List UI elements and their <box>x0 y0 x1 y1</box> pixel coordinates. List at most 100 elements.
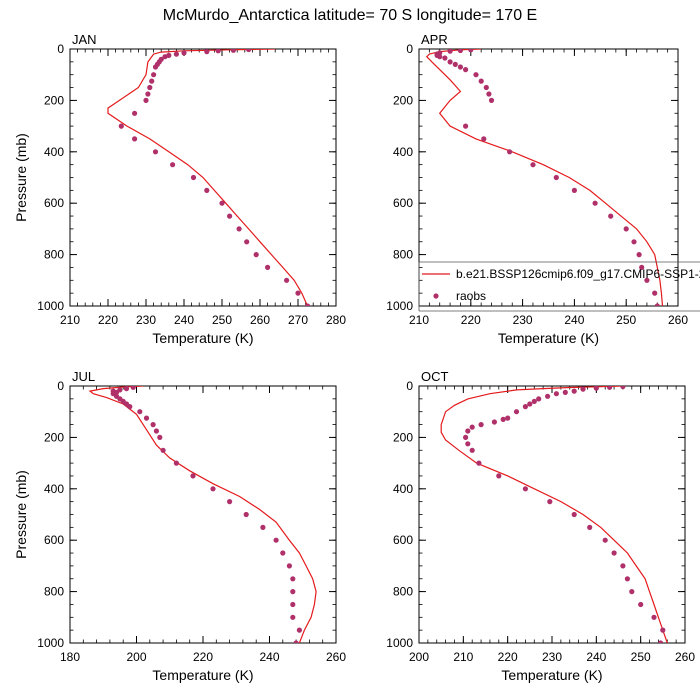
raobs-point <box>147 84 153 91</box>
plot-area <box>425 49 664 306</box>
figure-title: McMurdo_Antarctica latitude= 70 S longit… <box>163 7 537 24</box>
y-tick-label: 0 <box>57 42 64 56</box>
legend-raobs-label: raobs <box>456 289 486 303</box>
raobs-point <box>457 49 463 54</box>
raobs-point <box>660 627 666 633</box>
x-tick-label: 200 <box>409 650 429 664</box>
raobs-point <box>465 428 471 434</box>
x-tick-label: 200 <box>126 650 146 664</box>
raobs-point <box>522 486 529 492</box>
raobs-point <box>571 187 578 193</box>
raobs-point <box>210 486 216 492</box>
raobs-point <box>227 499 233 505</box>
raobs-point <box>145 91 151 97</box>
legend-raobs-swatch <box>433 293 439 299</box>
y-tick-label: 200 <box>44 430 64 444</box>
plot-area <box>88 386 317 643</box>
raobs-point <box>143 415 150 421</box>
x-tick-label: 220 <box>193 650 213 664</box>
raobs-point <box>236 226 242 232</box>
raobs-point <box>290 589 296 595</box>
raobs-point <box>620 386 626 390</box>
y-tick-label: 1000 <box>386 299 413 313</box>
raobs-point <box>127 404 133 410</box>
raobs-point <box>273 537 279 543</box>
raobs-point <box>463 123 469 129</box>
raobs-point <box>437 54 443 60</box>
raobs-point <box>623 226 629 232</box>
raobs-point <box>562 389 568 395</box>
raobs-point <box>130 386 136 390</box>
y-axis-label: Pressure (mb) <box>13 470 29 559</box>
raobs-point <box>607 386 613 390</box>
model-line <box>440 386 668 643</box>
raobs-point <box>496 473 502 479</box>
x-axis-label: Temperature (K) <box>152 330 253 346</box>
raobs-point <box>636 252 642 258</box>
x-tick-label: 210 <box>60 313 80 327</box>
x-tick-label: 180 <box>60 650 80 664</box>
panel-jul: JUL 180 200 220 240 260 0 200 400 600 800 1000 Tempe… <box>13 369 346 683</box>
raobs-point <box>478 422 484 428</box>
raobs-point <box>246 49 252 53</box>
raobs-point <box>123 386 130 392</box>
raobs-point <box>442 55 448 61</box>
y-tick-label: 0 <box>406 42 413 56</box>
x-tick-label: 250 <box>631 650 651 664</box>
raobs-point <box>478 78 484 84</box>
y-tick-label: 1000 <box>386 636 413 650</box>
raobs-point <box>243 511 249 518</box>
raobs-point <box>170 162 176 168</box>
x-tick-label: 260 <box>668 313 688 327</box>
raobs-point <box>132 136 138 142</box>
plot-frame <box>418 385 686 644</box>
raobs-point <box>486 91 492 97</box>
raobs-point <box>620 563 626 569</box>
y-tick-label: 800 <box>393 585 413 599</box>
raobs-point <box>505 415 511 421</box>
x-tick-label: 240 <box>586 650 606 664</box>
raobs-point <box>651 614 657 620</box>
raobs-point <box>531 398 537 404</box>
x-tick-label: 280 <box>326 313 346 327</box>
x-axis-label: Temperature (K) <box>152 667 253 683</box>
y-tick-label: 0 <box>406 379 413 393</box>
y-tick-label: 800 <box>44 585 64 599</box>
y-tick-label: 400 <box>44 145 64 159</box>
y-tick-label: 600 <box>393 196 413 210</box>
raobs-point <box>260 524 266 531</box>
raobs-point <box>304 303 311 306</box>
raobs-point <box>215 49 221 54</box>
raobs-point <box>118 123 124 129</box>
raobs-point <box>280 550 286 556</box>
raobs-point <box>290 601 296 608</box>
raobs-point <box>571 511 577 518</box>
panel-label: OCT <box>421 369 449 384</box>
raobs-point <box>160 447 166 453</box>
raobs-point <box>173 460 179 466</box>
x-tick-label: 220 <box>461 313 481 327</box>
raobs-point <box>536 396 542 402</box>
x-tick-label: 230 <box>542 650 562 664</box>
raobs-point <box>181 50 187 56</box>
y-tick-label: 600 <box>44 196 64 210</box>
y-tick-label: 600 <box>393 533 413 547</box>
raobs-point <box>527 401 533 407</box>
x-tick-label: 240 <box>174 313 194 327</box>
raobs-point <box>602 537 608 543</box>
raobs-point <box>473 72 479 78</box>
plot-frame <box>69 385 337 644</box>
raobs-point <box>244 239 250 245</box>
raobs-point <box>469 424 475 430</box>
raobs-point <box>483 84 489 91</box>
raobs-point <box>468 49 474 53</box>
x-tick-label: 260 <box>326 650 346 664</box>
y-tick-label: 800 <box>393 248 413 262</box>
raobs-point <box>587 524 593 531</box>
raobs-point <box>230 49 236 53</box>
raobs-point <box>152 149 159 155</box>
raobs-point <box>137 409 143 415</box>
raobs-point <box>629 589 635 595</box>
panel-label: JAN <box>72 32 97 47</box>
